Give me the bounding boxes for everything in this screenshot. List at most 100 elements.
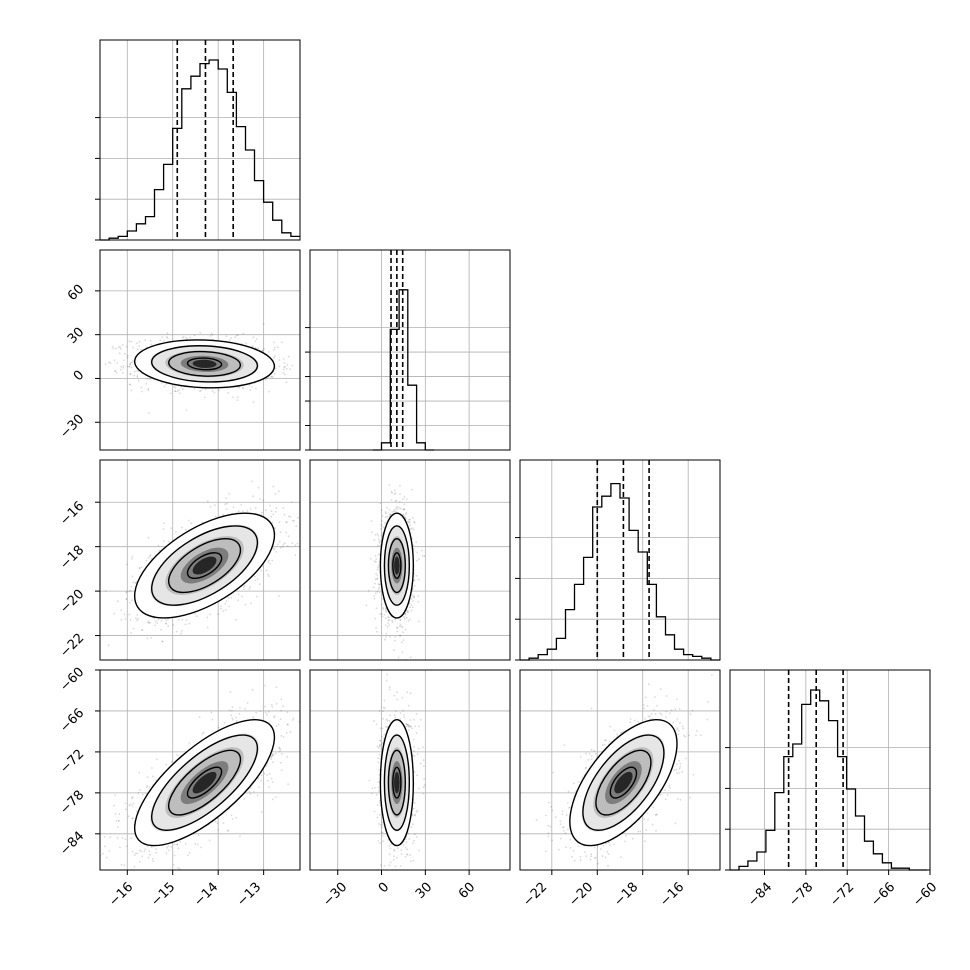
histogram-step [520,482,720,661]
tick-label: −22 [57,631,87,661]
contour-line [582,734,665,831]
axes-frame [519,459,721,661]
density-fill [192,771,217,794]
histogram-panel-2 [515,459,721,661]
tick-label: 60 [65,282,87,304]
density-fill [394,556,400,575]
tick-label: 0 [71,368,87,384]
tick-label: −78 [786,880,816,910]
x-tick-labels-col-2: −22 −20 −18 −16 [520,880,687,910]
ticks [95,290,100,423]
contour-line [151,525,259,606]
tick-label: −30 [57,412,87,442]
density-fill [192,556,217,575]
contour-line [168,538,242,594]
contour-line [569,718,678,847]
axes-frame [99,459,301,661]
x-tick-labels-col-3: −84 −78 −72 −66 −60 [745,880,940,910]
hist2d-panel-3-2 [519,669,721,875]
contour-line [133,718,276,847]
histogram-panel-0 [95,39,301,241]
hist2d-panel-2-1 [309,459,511,661]
tick-label: −16 [106,880,136,910]
axes-frame [519,669,721,871]
contour-line [133,512,276,619]
density-fill [394,771,400,794]
tick-label: −78 [57,788,87,818]
contour-line [609,766,638,799]
contour-line [387,749,406,816]
hist2d-panel-3-1 [309,669,511,875]
x-tick-labels-col-0: −16 −15 −14 −13 [106,880,264,910]
density-fill [614,771,633,794]
x-tick-labels-col-1: −30 0 30 60 [320,880,478,910]
contour-line [186,766,223,799]
grid [515,460,720,661]
grid [95,40,300,241]
contour-line [379,718,415,847]
y-tick-labels-row-3: −60 −66 −72 −78 −84 [57,665,87,859]
density [104,480,299,647]
axes-frame [99,669,301,871]
tick-label: −84 [745,880,775,910]
tick-label: −84 [57,829,87,859]
hist2d-panel-3-0 [95,669,301,875]
histogram-step [372,289,435,451]
y-tick-labels-row-1: 60 30 0 −30 [57,282,87,442]
tick-label: −16 [657,880,687,910]
tick-label: −60 [910,880,940,910]
tick-label: −66 [868,880,898,910]
density [368,673,426,868]
tick-label: −72 [57,747,87,777]
tick-label: −60 [57,665,87,695]
tick-label: −13 [234,880,264,910]
tick-label: −66 [57,706,87,736]
density-fill [192,359,217,368]
tick-label: 60 [456,880,478,902]
density [104,323,294,414]
histogram-step [100,59,300,241]
tick-label: −14 [191,880,221,910]
density [365,484,426,660]
contour-line [168,749,242,816]
contour-line [379,512,415,619]
tick-label: 30 [65,325,87,347]
y-tick-labels-row-2: −16 −18 −20 −22 [57,499,87,661]
density [100,684,300,870]
contour-line [186,357,223,371]
contour-line [595,749,652,816]
axes-frame [309,669,511,871]
tick-label: 0 [376,880,392,896]
hist2d-panel-2-0 [95,459,301,661]
tick-label: −16 [57,499,87,529]
ticks [337,870,470,875]
contour-line [392,766,402,799]
contour-line [151,734,259,831]
tick-label: −72 [827,880,857,910]
axes-frame [309,459,511,661]
tick-label: −20 [57,587,87,617]
tick-label: −18 [611,880,641,910]
hist2d-panel-1-0 [95,249,301,451]
tick-label: −18 [57,543,87,573]
tick-label: −15 [148,880,178,910]
histogram-step [730,689,928,871]
contour-line [186,552,223,580]
contour-line [133,339,276,389]
ticks [95,669,265,875]
contour-line [151,345,259,383]
ticks [551,870,689,875]
contour-line [383,525,411,606]
axes-frame [99,249,301,451]
axes-frame [309,249,511,451]
contour-line [383,734,411,831]
ticks [95,501,100,637]
tick-label: −20 [566,880,596,910]
axes-frame [729,669,931,871]
contour-line [168,350,242,377]
histogram-panel-1 [305,249,511,451]
density [535,674,713,867]
tick-label: 30 [413,880,435,902]
grid [305,250,510,451]
